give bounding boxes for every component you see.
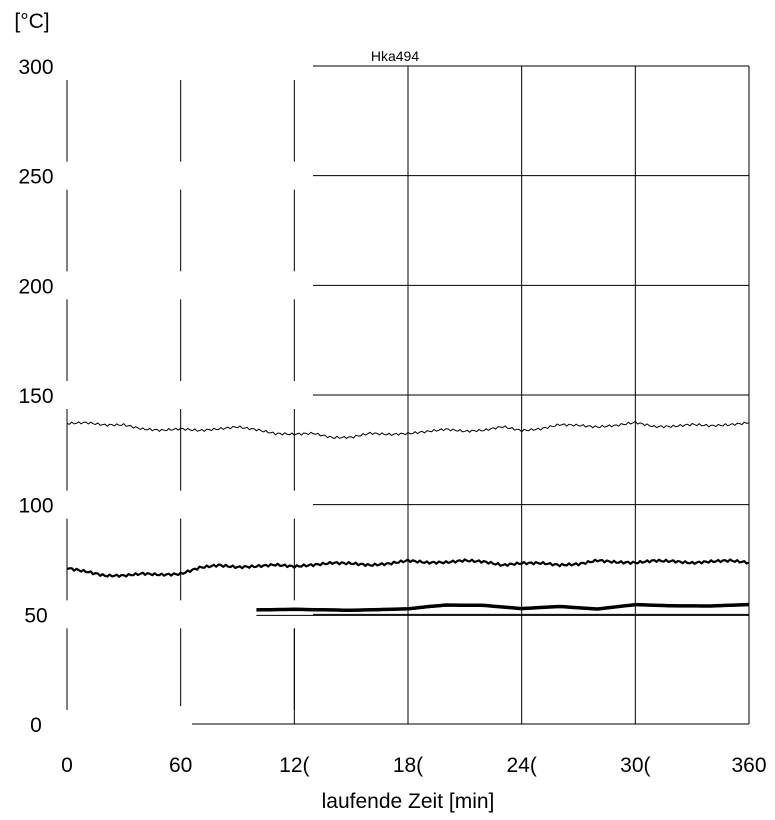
x-tick-label: 60 — [169, 754, 192, 777]
chart-title: Hka494 — [371, 48, 419, 64]
y-tick-label: 150 — [18, 385, 53, 408]
x-tick-label: 24( — [506, 754, 536, 777]
label-layer: [°C] Hka494 laufende Zeit [min] 0 50 100 15… — [14, 10, 766, 813]
x-tick-label: 360 — [731, 754, 766, 777]
series-line-3 — [256, 602, 750, 613]
y-unit-label: [°C] — [14, 10, 49, 33]
series-line-1 — [66, 420, 750, 439]
grid-layer — [66, 65, 750, 725]
y-tick-label: 100 — [18, 495, 53, 518]
y-tick-label: 200 — [18, 275, 53, 298]
y-tick-label: 250 — [18, 166, 53, 189]
x-tick-label: 18( — [393, 754, 423, 777]
x-tick-label: 12( — [279, 754, 309, 777]
y-tick-label: 300 — [18, 56, 53, 79]
y-tick-label: 0 — [30, 714, 42, 737]
x-tick-label: 0 — [61, 754, 73, 777]
series-line-2 — [66, 558, 750, 578]
series-layer — [66, 420, 750, 616]
y-tick-label: 50 — [24, 604, 47, 627]
x-axis-label: laufende Zeit [min] — [322, 790, 495, 813]
x-tick-label: 30( — [620, 754, 650, 777]
